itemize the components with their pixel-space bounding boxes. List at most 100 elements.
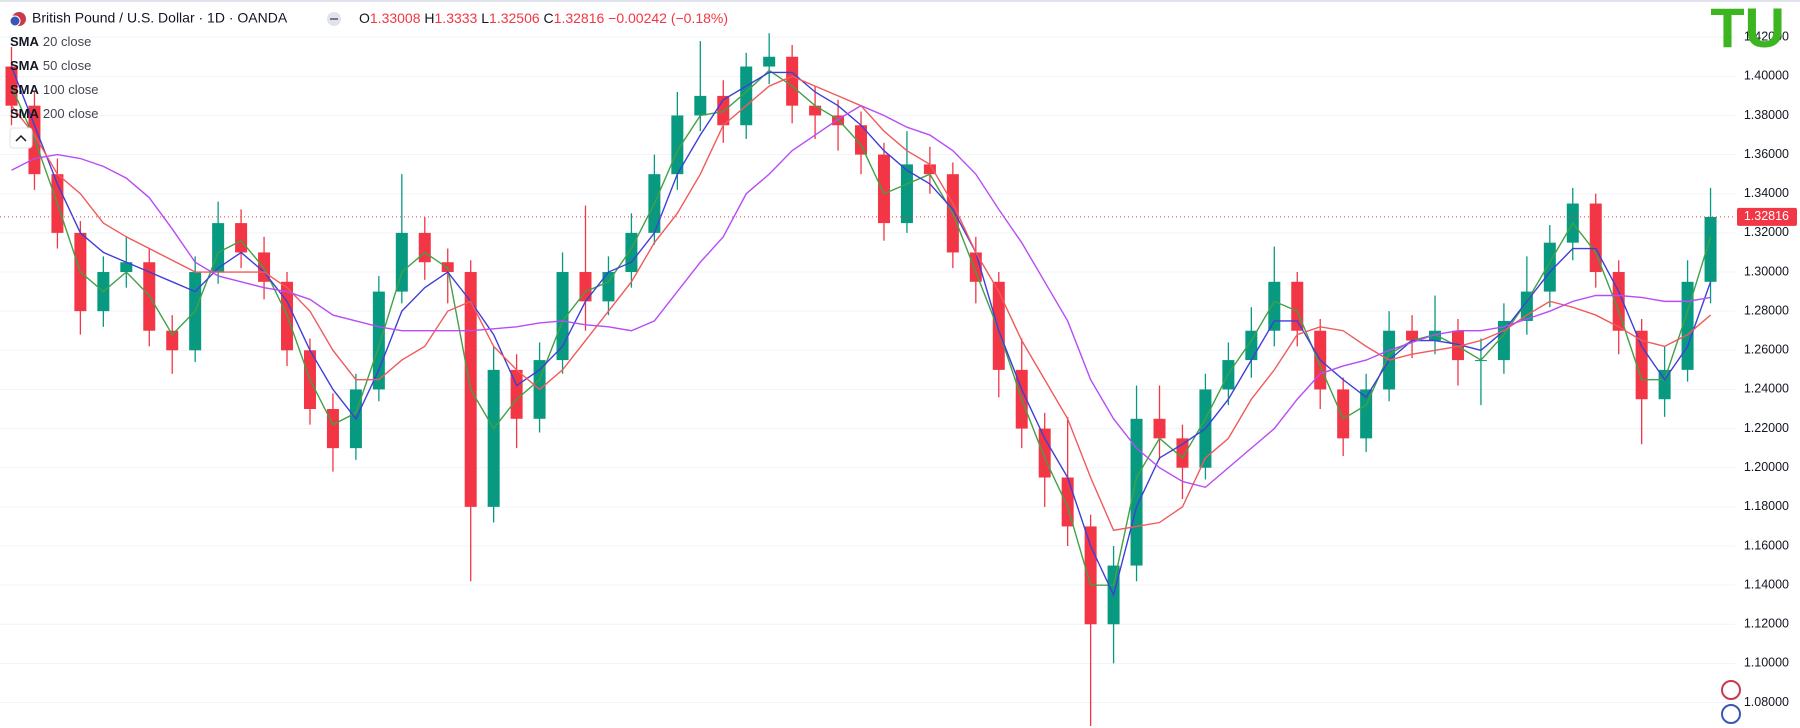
ohlc-change: −0.00242 (−0.18%) [608,10,728,26]
candle-body [1406,330,1419,341]
legend-name: SMA [10,106,40,121]
legend-entry: SMA 50 close [10,58,91,73]
y-tick-label: 1.30000 [1744,264,1789,278]
ohlc-value: 1.32816 [554,10,605,26]
y-tick-label: 1.36000 [1744,147,1789,161]
candle-body [923,164,936,175]
sma-line [10,66,1712,597]
candle-body [1061,477,1074,527]
legend-entry: SMA 20 close [10,34,91,49]
candle-body [1268,281,1281,331]
collapse-icon [15,134,27,142]
y-tick-label: 1.22000 [1744,421,1789,435]
price-axis [1735,0,1800,728]
candle-body [1681,281,1694,370]
candle-body [969,252,982,282]
ohlc-value: 1.3333 [435,10,478,26]
y-tick-label: 1.42000 [1744,29,1789,43]
y-tick-label: 1.28000 [1744,303,1789,317]
candle-body [1245,330,1258,361]
legend-name: SMA [10,34,40,49]
candle-body [1451,330,1464,361]
candle-body [235,223,248,253]
candle-body [786,56,799,106]
last-price-label: 1.32816 [1744,209,1789,223]
candle-body [556,272,569,361]
y-tick-label: 1.24000 [1744,382,1789,396]
candle-body [1360,389,1373,439]
ohlc-header: O1.33008 H1.3333 L1.32506 C1.32816 −0.00… [359,10,728,26]
legend-entry: SMA 100 close [10,82,99,97]
candle-body [326,409,339,449]
ohlc-label: C [544,10,554,26]
y-tick-label: 1.14000 [1744,577,1789,591]
y-tick-label: 1.10000 [1744,656,1789,670]
candle-body [510,369,523,419]
y-tick-label: 1.40000 [1744,69,1789,83]
y-tick-label: 1.34000 [1744,186,1789,200]
ohlc-value: 1.33008 [370,10,421,26]
logo: TU [1710,0,1785,59]
y-tick-label: 1.38000 [1744,108,1789,122]
candle-body [855,125,868,155]
candle-body [900,164,913,224]
legend-entry: SMA 200 close [10,106,99,121]
candle-body [1704,216,1717,282]
y-tick-label: 1.12000 [1744,617,1789,631]
candle-body [579,272,592,302]
candle-body [441,262,454,273]
ohlc-label: H [424,10,434,26]
y-tick-label: 1.08000 [1744,695,1789,709]
candle-body [1153,418,1166,439]
candle-body [120,262,133,273]
candle-body [372,291,385,390]
candle-body [763,56,776,67]
candle-body [877,154,890,224]
legend-params: 50 close [43,58,91,73]
marks: 1.32816 [0,33,1797,727]
top-border [0,0,1800,2]
candle-body [1038,428,1051,478]
candle-body [1429,330,1442,341]
ohlc-value: 1.32506 [489,10,540,26]
legend-params: 20 close [43,34,91,49]
candle-body [1130,418,1143,566]
ohlc-label: O [359,10,370,26]
collapse-button[interactable] [9,127,33,149]
candle-body [418,232,431,263]
candle-body [487,369,500,507]
legend-params: 100 close [43,82,99,97]
candle-body [1635,330,1648,400]
symbol-title: British Pound / U.S. Dollar · 1D · OANDA [32,10,288,26]
candle-body [166,330,179,351]
candle-body [1291,281,1304,331]
legend-params: 200 close [43,106,99,121]
sma-line [11,104,1711,489]
legend-name: SMA [10,58,40,73]
currency-icon [1721,704,1741,724]
candle-body [1084,526,1097,625]
symbol-icon [9,15,21,27]
legend-name: SMA [10,82,40,97]
candle-body [1658,369,1671,400]
ohlc-label: L [481,10,489,26]
candle-body [694,95,707,116]
currency-icon [1721,680,1741,700]
y-tick-label: 1.26000 [1744,343,1789,357]
y-tick-label: 1.16000 [1744,538,1789,552]
candle-body [740,66,753,126]
candle-body [671,115,684,175]
last-price-tag [1737,207,1797,226]
candle-body [1543,242,1556,292]
y-tick-label: 1.20000 [1744,460,1789,474]
candle-body [625,232,638,273]
y-tick-label: 1.32000 [1744,225,1789,239]
candle-body [809,105,822,116]
candle-body [992,281,1005,370]
candle-body [395,232,408,292]
